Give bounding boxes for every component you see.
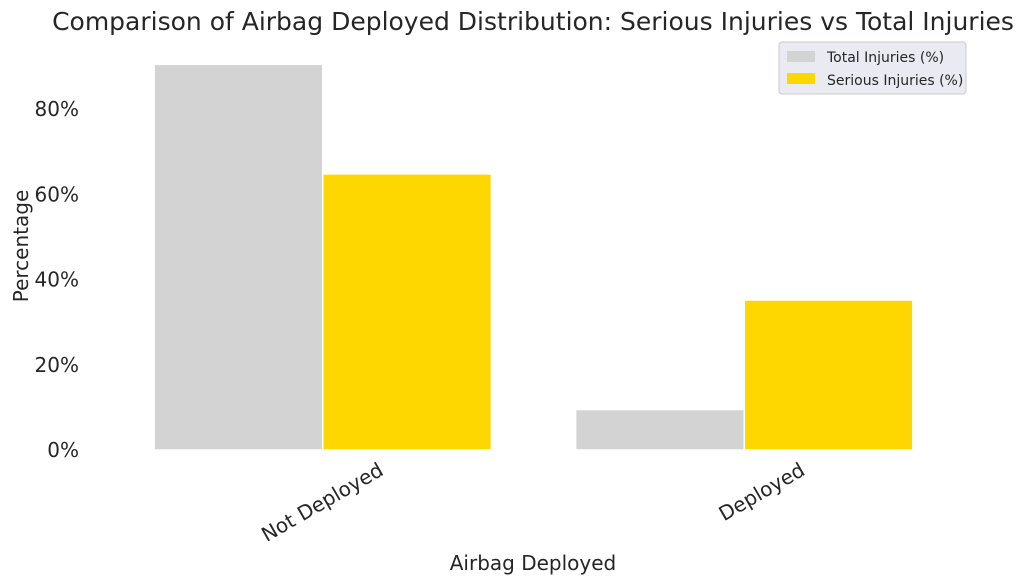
y-axis-title: Percentage xyxy=(9,190,33,303)
legend-swatch-serious-injuries xyxy=(787,73,815,84)
bar-total-injuries-deployed xyxy=(574,408,746,451)
y-tick-label: 40% xyxy=(35,268,79,292)
y-tick-label: 80% xyxy=(35,97,79,121)
y-tick-label: 20% xyxy=(35,353,79,377)
chart-legend: Total Injuries (%) Serious Injuries (%) xyxy=(778,41,967,95)
bar-total-injuries-not-deployed xyxy=(153,63,324,451)
bar-series xyxy=(153,63,914,451)
y-axis-ticks: 0% 20% 40% 60% 80% xyxy=(35,97,79,462)
legend-label-serious-injuries: Serious Injuries (%) xyxy=(827,73,963,89)
x-axis-ticks: Not Deployed Deployed xyxy=(257,458,809,547)
x-axis-title: Airbag Deployed xyxy=(450,551,617,575)
y-tick-label: 0% xyxy=(47,438,79,462)
x-tick-label: Deployed xyxy=(714,458,808,526)
y-tick-label: 60% xyxy=(35,182,79,206)
legend-frame xyxy=(778,41,967,95)
chart-title: Comparison of Airbag Deployed Distributi… xyxy=(52,7,1014,36)
legend-label-total-injuries: Total Injuries (%) xyxy=(826,50,944,66)
bar-serious-injuries-deployed xyxy=(743,299,914,451)
bar-serious-injuries-not-deployed xyxy=(322,173,493,451)
x-tick-label: Not Deployed xyxy=(257,458,387,547)
legend-swatch-total-injuries xyxy=(787,51,815,62)
